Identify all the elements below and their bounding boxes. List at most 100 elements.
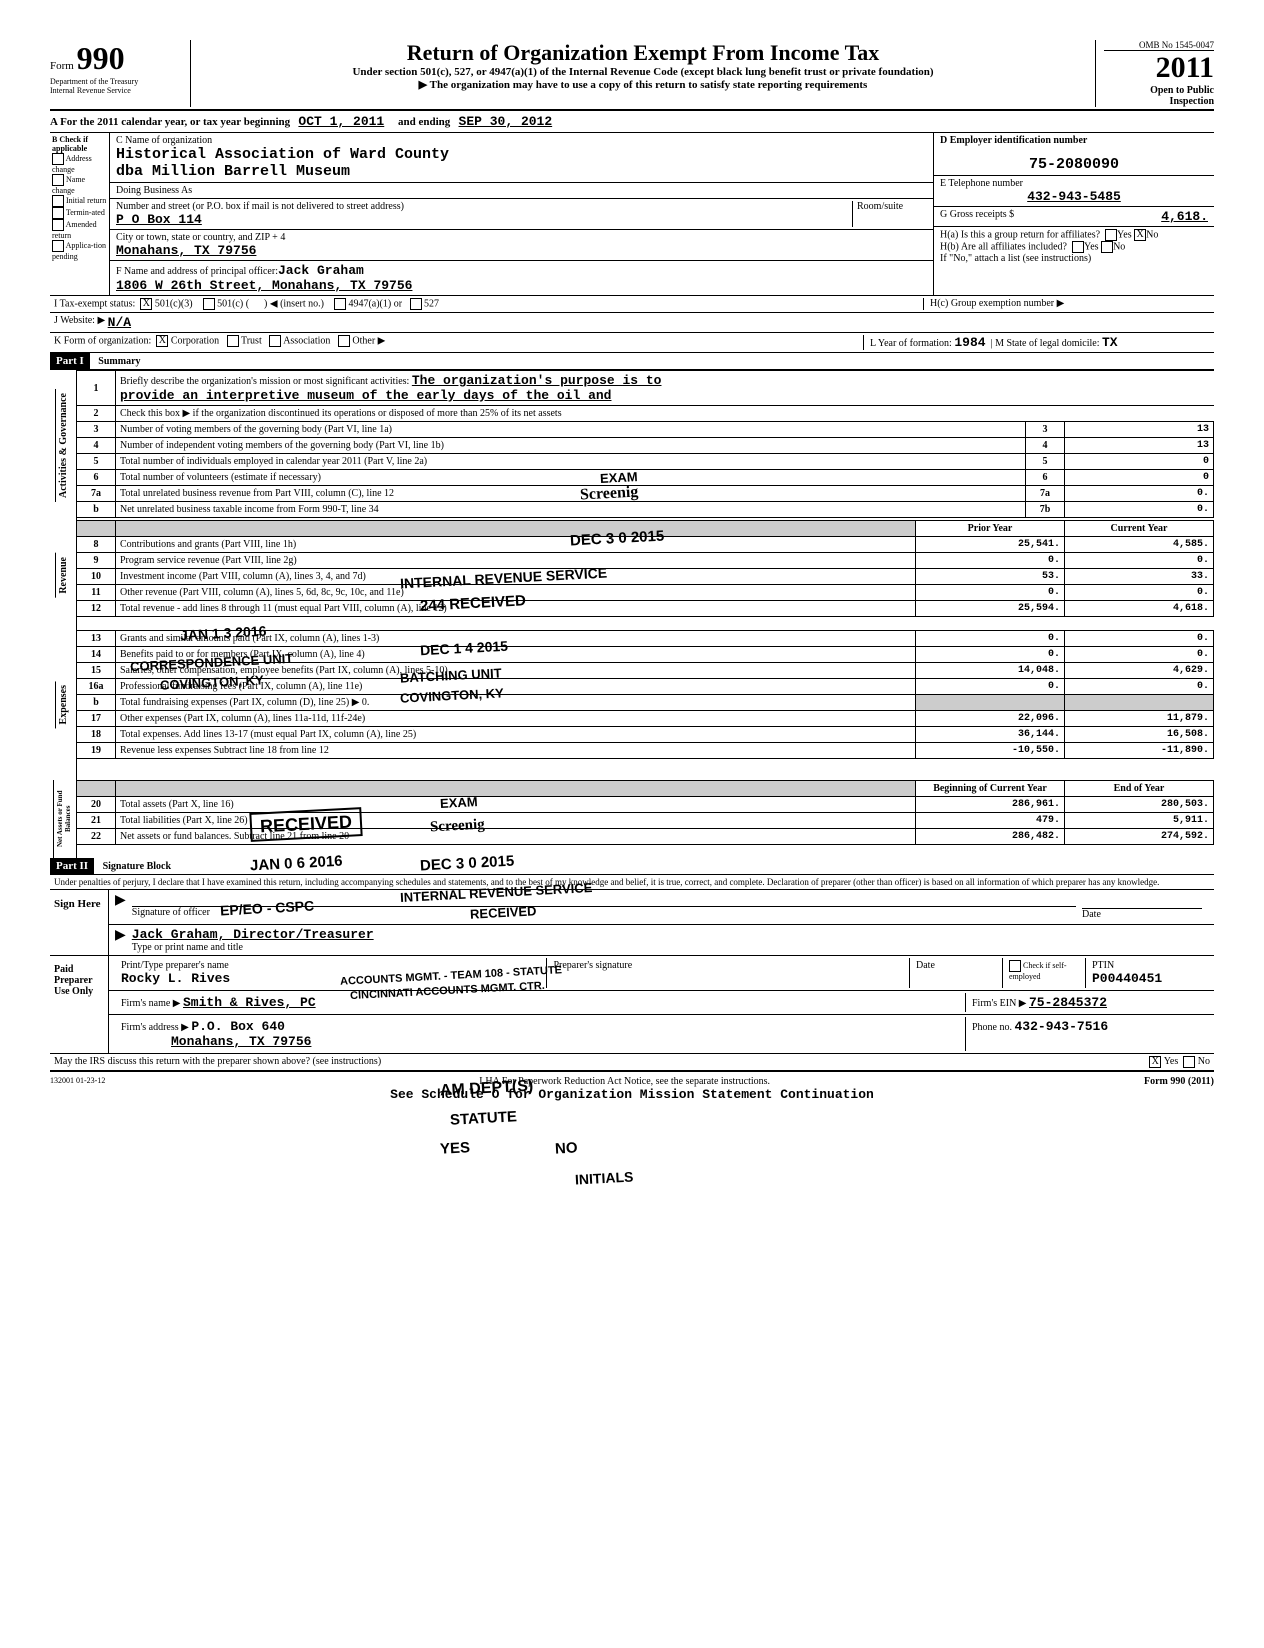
fo-other: Other ▶: [352, 335, 385, 346]
cb-initial[interactable]: [52, 195, 64, 207]
part2-label: Part II: [50, 858, 94, 874]
cb-ha-yes[interactable]: [1105, 229, 1117, 241]
cb-501c3[interactable]: X: [140, 298, 152, 310]
l1-val2: provide an interpretive museum of the ea…: [120, 388, 611, 403]
exp-label: Expenses: [55, 681, 71, 728]
table-row: 9Program service revenue (Part VIII, lin…: [77, 553, 1214, 569]
rev-label: Revenue: [55, 553, 71, 598]
cb-self[interactable]: [1009, 960, 1021, 972]
omb: OMB No 1545-0047: [1104, 40, 1214, 51]
firm-addr2: Monahans, TX 79756: [171, 1034, 311, 1049]
hb-note: If "No," attach a list (see instructions…: [940, 253, 1208, 264]
form-org-row: K Form of organization: X Corporation Tr…: [50, 333, 1214, 353]
prep-name: Rocky L. Rives: [121, 971, 540, 986]
part1-title: Summary: [92, 356, 140, 367]
ha-yes: Yes: [1117, 229, 1132, 240]
paid-prep-block: Paid Preparer Use Only Print/Type prepar…: [50, 956, 1214, 1054]
table-row: 5Total number of individuals employed in…: [77, 454, 1214, 470]
gov-table: 1 Briefly describe the organization's mi…: [77, 370, 1214, 518]
tax-year-line: A For the 2011 calendar year, or tax yea…: [50, 111, 1214, 133]
table-row: 14Benefits paid to or for members (Part …: [77, 647, 1214, 663]
form-header: Form 990 Department of the Treasury Inte…: [50, 40, 1214, 111]
py-header: Prior Year: [916, 521, 1065, 537]
stamp-no: NO: [555, 1139, 578, 1157]
part2-header: Part II Signature Block: [50, 858, 1214, 875]
website-row: J Website: ▶ N/A: [50, 313, 1214, 333]
cb-501c[interactable]: [203, 298, 215, 310]
boy-header: Beginning of Current Year: [916, 781, 1065, 797]
sign-here: Sign Here: [50, 890, 109, 955]
cb-hb-yes[interactable]: [1072, 241, 1084, 253]
room-label: Room/suite: [852, 201, 927, 227]
ha-no: No: [1146, 229, 1158, 240]
dept1: Department of the Treasury: [50, 77, 180, 86]
ty-end: SEP 30, 2012: [459, 114, 553, 129]
footer-lha: LHA For Paperwork Reduction Act Notice, …: [479, 1076, 770, 1087]
ty-begin: OCT 1, 2011: [298, 114, 384, 129]
l1-desc: Briefly describe the organization's miss…: [120, 376, 409, 387]
street: P O Box 114: [116, 212, 852, 227]
firm-phone: 432-943-7516: [1015, 1019, 1109, 1034]
discuss-row: May the IRS discuss this return with the…: [50, 1054, 1214, 1072]
tax-status: I Tax-exempt status: X 501(c)(3) 501(c) …: [50, 296, 1214, 313]
table-row: 10Investment income (Part VIII, column (…: [77, 569, 1214, 585]
cb-app[interactable]: [52, 240, 64, 252]
cb-assoc[interactable]: [269, 335, 281, 347]
table-row: 16aProfessional fundraising fees (Part I…: [77, 679, 1214, 695]
ts-label: I Tax-exempt status:: [54, 298, 135, 309]
stamp-yes: YES: [440, 1139, 471, 1158]
cb-discuss-yes[interactable]: X: [1149, 1056, 1161, 1068]
cb-name[interactable]: [52, 174, 64, 186]
eoy-header: End of Year: [1065, 781, 1214, 797]
b-header: B Check if applicable: [52, 135, 107, 153]
table-row: 11Other revenue (Part VIII, column (A), …: [77, 585, 1214, 601]
cb-amend[interactable]: [52, 219, 64, 231]
form-note: ▶ The organization may have to use a cop…: [201, 78, 1085, 91]
firm-ein: 75-2845372: [1029, 995, 1107, 1010]
cb-address[interactable]: [52, 153, 64, 165]
b-item-3: Termin-ated: [66, 208, 105, 217]
fo-year: 1984: [954, 335, 985, 350]
table-row: 18Total expenses. Add lines 13-17 (must …: [77, 727, 1214, 743]
table-row: 20Total assets (Part X, line 16)286,961.…: [77, 797, 1214, 813]
b-item-2: Initial return: [66, 196, 106, 205]
dba: dba Million Barrell Museum: [116, 163, 927, 180]
cb-discuss-no[interactable]: [1183, 1056, 1195, 1068]
governance-group: Activities & Governance 1 Briefly descri…: [50, 370, 1214, 520]
table-row: 17Other expenses (Part IX, column (A), l…: [77, 711, 1214, 727]
cb-527[interactable]: [410, 298, 422, 310]
cb-other[interactable]: [338, 335, 350, 347]
type-name-label: Type or print name and title: [132, 942, 1208, 953]
form-number: 990: [77, 40, 125, 76]
revenue-group: Revenue Prior Year Current Year 8Contrib…: [50, 520, 1214, 630]
section-bcd: B Check if applicable Address change Nam…: [50, 133, 1214, 296]
gross-label: G Gross receipts $: [940, 209, 1014, 224]
net-group: Net Assets or Fund Balances Beginning of…: [50, 780, 1214, 858]
footer-form: Form 990 (2011): [1144, 1076, 1214, 1087]
stamp-initials: INITIALS: [575, 1168, 634, 1187]
ts-4947: 4947(a)(1) or: [348, 298, 402, 309]
phone: 432-943-5485: [940, 189, 1208, 204]
sig-officer-label: Signature of officer: [132, 907, 1076, 918]
paid-label: Paid Preparer Use Only: [50, 956, 109, 1053]
ts-527: 527: [424, 298, 439, 309]
title-block: Return of Organization Exempt From Incom…: [191, 40, 1095, 107]
firm-name: Smith & Rives, PC: [183, 995, 316, 1010]
cb-4947[interactable]: [334, 298, 346, 310]
ts-insert: ◀ (insert no.): [270, 298, 324, 309]
cb-term[interactable]: [52, 207, 64, 219]
table-row: 12Total revenue - add lines 8 through 11…: [77, 601, 1214, 617]
fo-assoc: Association: [283, 335, 330, 346]
cb-trust[interactable]: [227, 335, 239, 347]
cy-header: Current Year: [1065, 521, 1214, 537]
officer-label: F Name and address of principal officer:: [116, 266, 278, 277]
web-val: N/A: [108, 315, 131, 330]
rev-table: Prior Year Current Year 8Contributions a…: [77, 520, 1214, 617]
table-row: 6Total number of volunteers (estimate if…: [77, 470, 1214, 486]
cb-corp[interactable]: X: [156, 335, 168, 347]
cb-hb-no[interactable]: [1101, 241, 1113, 253]
table-row: 22Net assets or fund balances. Subtract …: [77, 829, 1214, 845]
prep-name-label: Print/Type preparer's name: [121, 960, 540, 971]
cb-ha-no[interactable]: X: [1134, 229, 1146, 241]
arrow-icon: ▶: [115, 892, 126, 922]
